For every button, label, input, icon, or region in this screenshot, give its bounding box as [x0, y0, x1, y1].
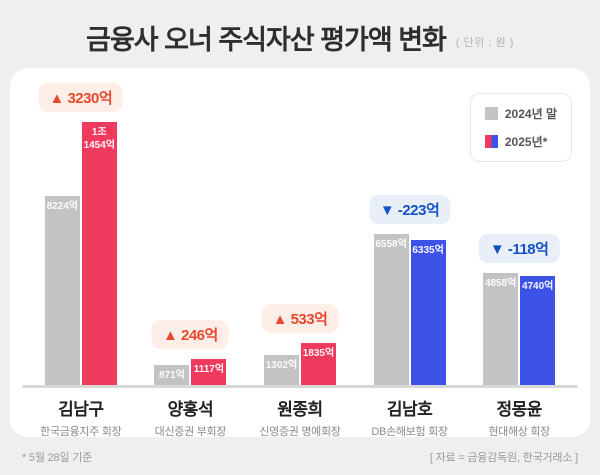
change-badge: ▲ 533억	[261, 304, 339, 333]
legend-label: 2024년 말	[504, 107, 557, 121]
bar-value-label: 8224억	[46, 201, 79, 212]
bar-value-label: 1조 1454억	[83, 127, 116, 151]
person-role: 현대해상 회장	[488, 426, 551, 438]
footnote: * 5월 28일 기준	[22, 452, 93, 464]
bar-2025: 1117억	[191, 359, 227, 385]
category-kimnamho: 김남호 DB손해보험 회장	[358, 395, 462, 439]
bar-2024: 8224억	[44, 196, 80, 385]
bar-value-label: 4740억	[521, 281, 554, 292]
page-title: 금융사 오너 주식자산 평가액 변화	[86, 24, 447, 55]
change-badge: ▲ 3230억	[38, 83, 124, 112]
legend-swatch-red-blue	[484, 135, 498, 148]
unit-label: ( 단위 : 원 )	[455, 37, 514, 49]
category-jeongmongyun: 정몽윤 현대해상 회장	[467, 395, 571, 439]
source-note: [ 자료 = 금융감독원, 한국거래소 ]	[429, 452, 578, 464]
change-badge: ▼ -118억	[478, 234, 560, 263]
bar-value-label: 4858억	[484, 278, 517, 289]
bar-value-label: 6335억	[412, 245, 444, 256]
bar-2024: 4858억	[483, 273, 519, 385]
category-labels: 김남구 한국금융지주 회장 양홍석 대신증권 부회장 원종희 신영증권 명예회장…	[10, 388, 590, 439]
change-badge: ▼ -223억	[368, 195, 451, 224]
x-axis-line	[22, 385, 578, 388]
legend-label: 2025년*	[504, 135, 548, 149]
bar-group-kimnamgu: ▲ 3230억 8224억 1조 1454억	[29, 83, 133, 385]
legend-swatch-gray	[484, 107, 498, 120]
person-name: 원종희	[277, 400, 323, 419]
category-yanghongseok: 양홍석 대신증권 부회장	[138, 395, 242, 439]
bar-2024: 871억	[154, 365, 190, 385]
person-name: 김남구	[58, 400, 104, 419]
header: 금융사 오너 주식자산 평가액 변화 ( 단위 : 원 )	[0, 0, 600, 64]
category-wonjonghui: 원종희 신영증권 명예회장	[248, 395, 352, 439]
person-role: DB손해보험 회장	[371, 426, 448, 438]
bar-2025: 6335억	[410, 240, 446, 385]
bar-group-kimnamho: ▼ -223억 6558억 6335억	[358, 195, 462, 385]
bar-2024: 6558억	[373, 234, 409, 385]
bar-2025: 1835억	[300, 343, 336, 385]
bar-value-label: 1835억	[302, 348, 335, 359]
person-role: 대신증권 부회장	[154, 426, 227, 438]
bar-group-yanghongseok: ▲ 246억 871억 1117억	[138, 320, 242, 385]
chart-card: 2024년 말 2025년* ▲ 3230억 8224억 1조 1454억 ▲ …	[10, 68, 590, 439]
person-role: 한국금융지주 회장	[40, 426, 122, 438]
footer: * 5월 28일 기준 [ 자료 = 금융감독원, 한국거래소 ]	[0, 437, 600, 465]
person-name: 김남호	[386, 400, 433, 419]
bar-value-label: 6558억	[375, 239, 407, 250]
legend-item-2024: 2024년 말	[484, 105, 557, 122]
person-name: 정몽윤	[496, 400, 542, 419]
category-kimnamgu: 김남구 한국금융지주 회장	[29, 395, 133, 439]
plot-area: ▲ 3230억 8224억 1조 1454억 ▲ 246억 871억 1117억…	[10, 68, 590, 385]
bar-2024: 1302억	[263, 355, 299, 385]
bar-value-label: 1117억	[193, 364, 225, 375]
person-name: 양홍석	[167, 400, 214, 419]
change-badge: ▲ 246억	[151, 320, 229, 349]
bar-value-label: 871억	[158, 370, 185, 381]
bar-2025: 4740억	[520, 276, 556, 385]
person-role: 신영증권 명예회장	[259, 426, 341, 438]
bar-group-jeongmongyun: ▼ -118억 4858억 4740억	[467, 234, 571, 385]
bar-group-wonjonghui: ▲ 533억 1302억 1835억	[248, 304, 352, 385]
legend-item-2025: 2025년*	[484, 133, 557, 150]
legend: 2024년 말 2025년*	[469, 93, 572, 162]
bar-2025: 1조 1454억	[81, 122, 117, 385]
bar-value-label: 1302억	[265, 360, 298, 371]
